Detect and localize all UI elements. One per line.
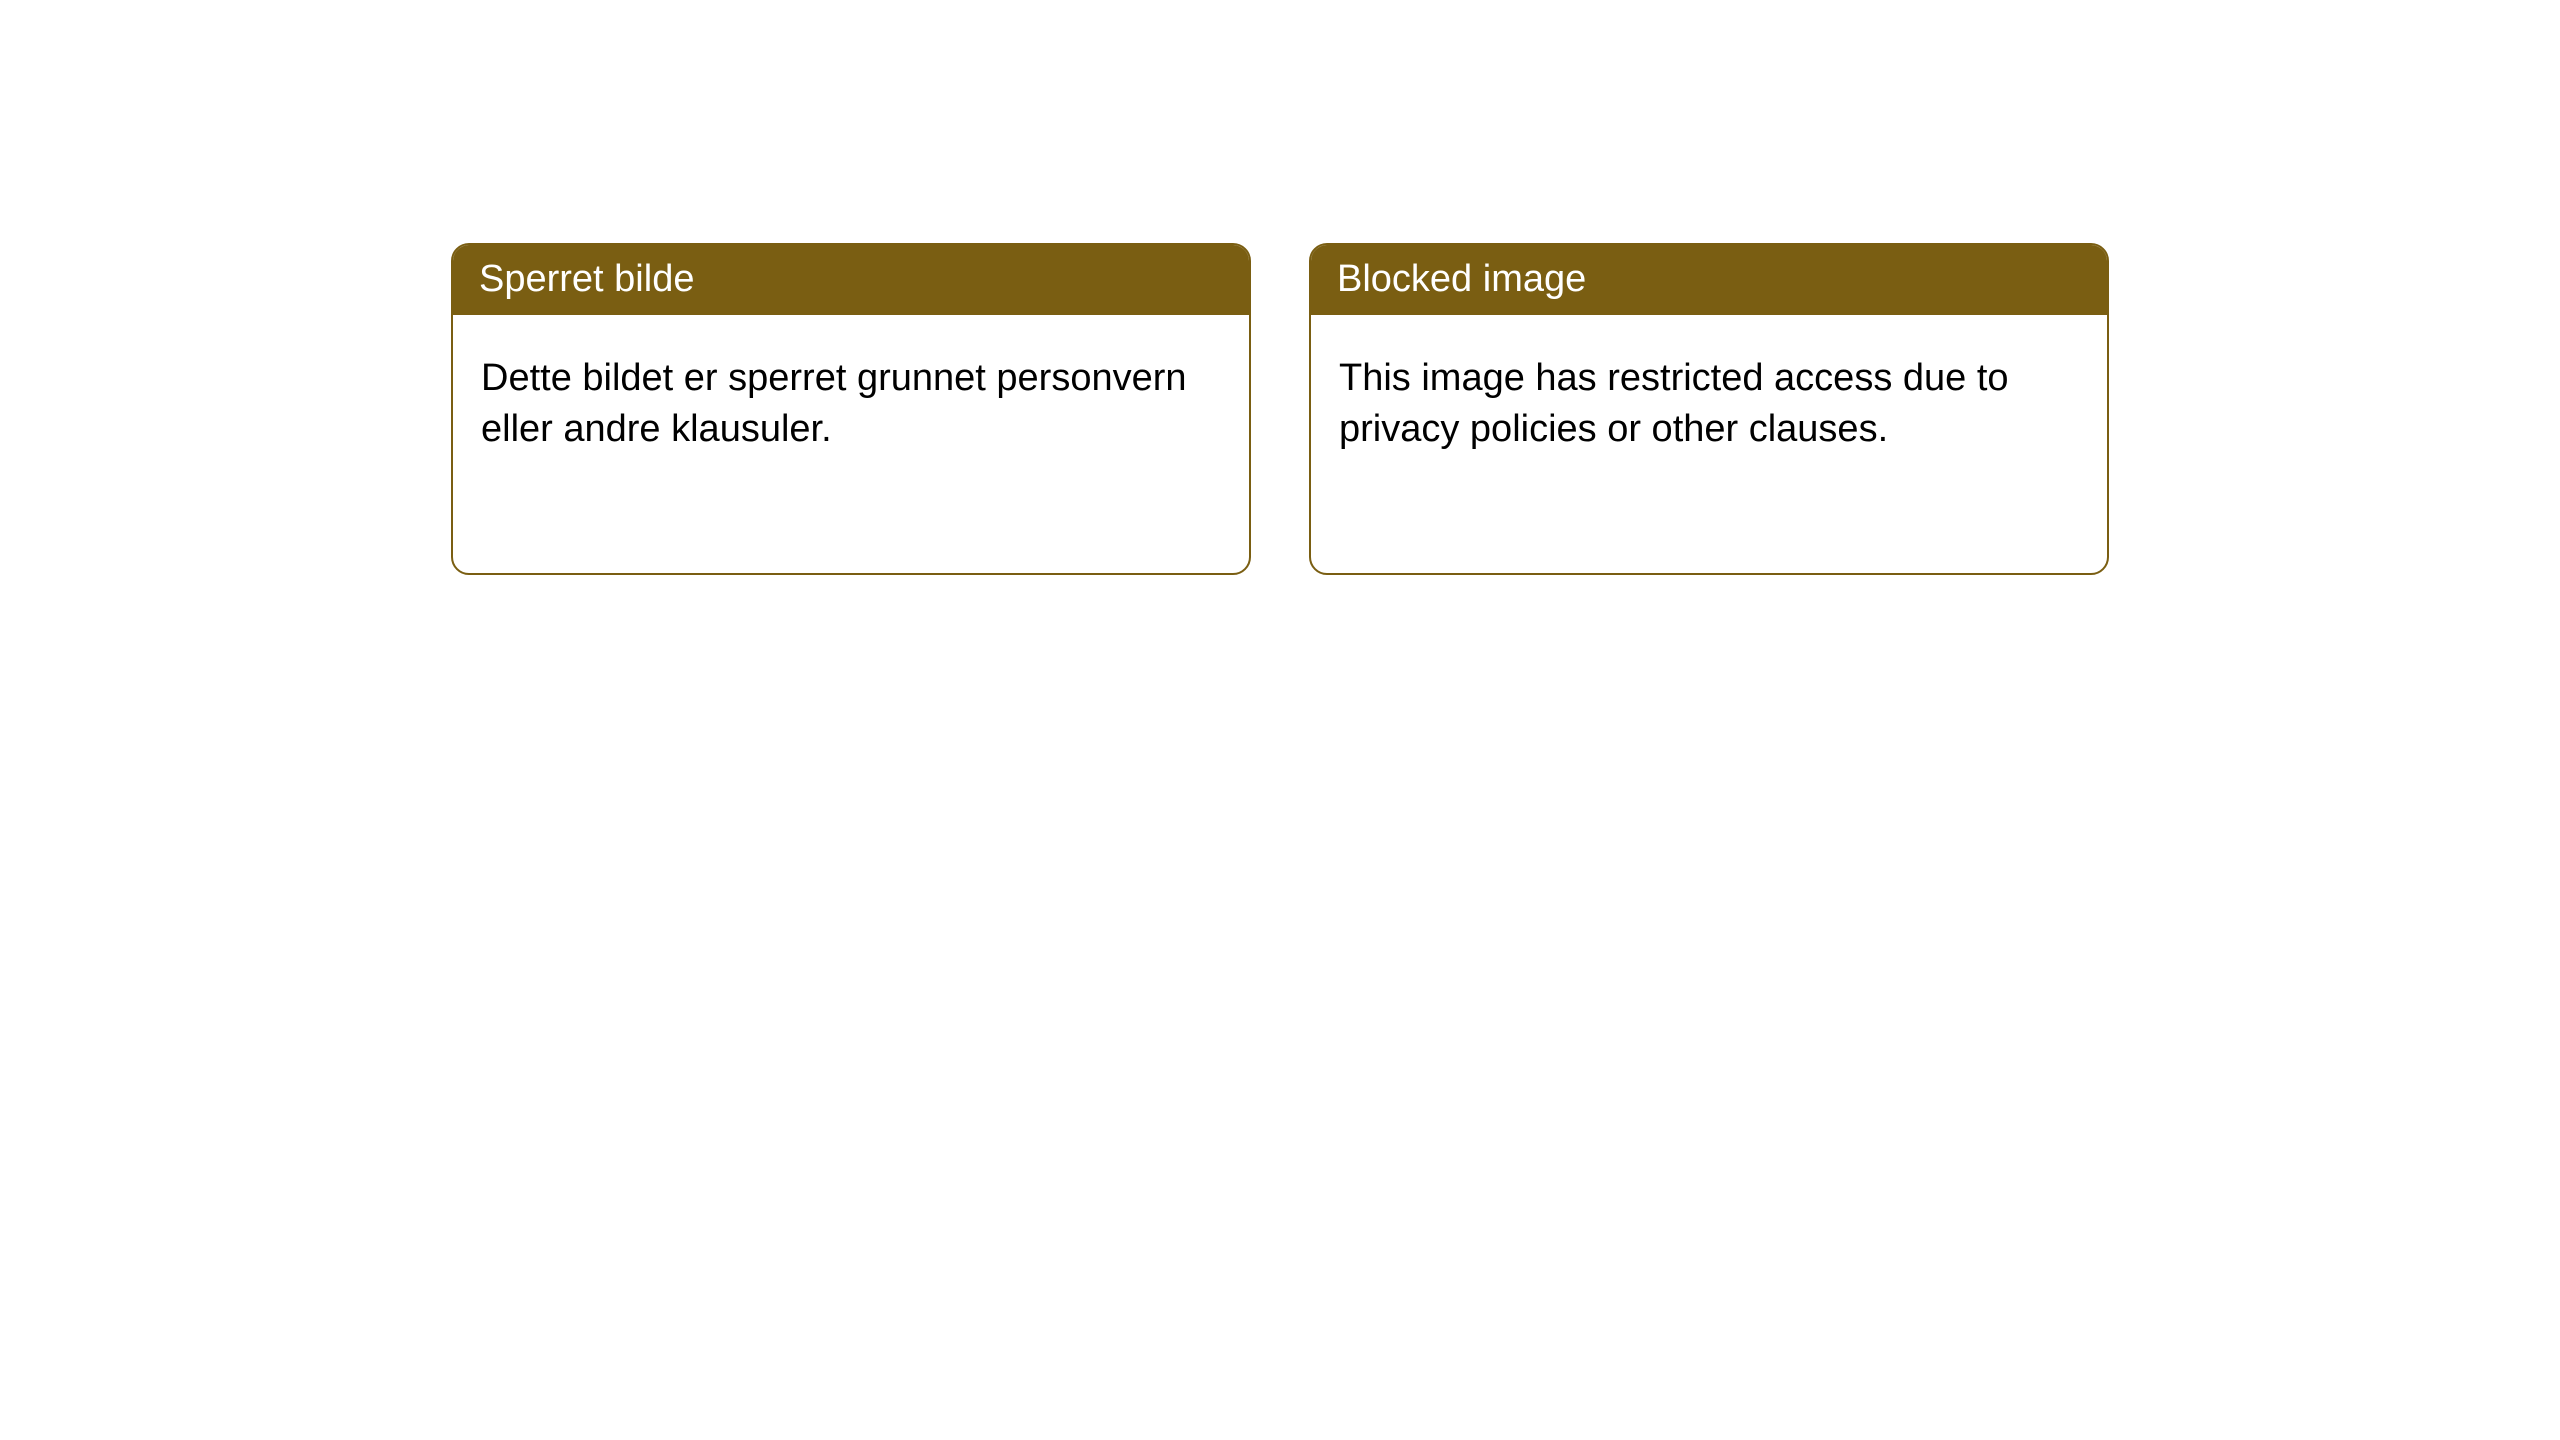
- card-body-text: Dette bildet er sperret grunnet personve…: [481, 357, 1187, 450]
- card-body-text: This image has restricted access due to …: [1339, 357, 2009, 450]
- card-header: Blocked image: [1311, 245, 2107, 315]
- card-header: Sperret bilde: [453, 245, 1249, 315]
- card-body: This image has restricted access due to …: [1311, 315, 2107, 494]
- card-title: Blocked image: [1337, 258, 1586, 300]
- notice-card-norwegian: Sperret bilde Dette bildet er sperret gr…: [451, 243, 1251, 575]
- notice-card-english: Blocked image This image has restricted …: [1309, 243, 2109, 575]
- notice-container: Sperret bilde Dette bildet er sperret gr…: [451, 243, 2109, 575]
- card-body: Dette bildet er sperret grunnet personve…: [453, 315, 1249, 494]
- card-title: Sperret bilde: [479, 258, 694, 300]
